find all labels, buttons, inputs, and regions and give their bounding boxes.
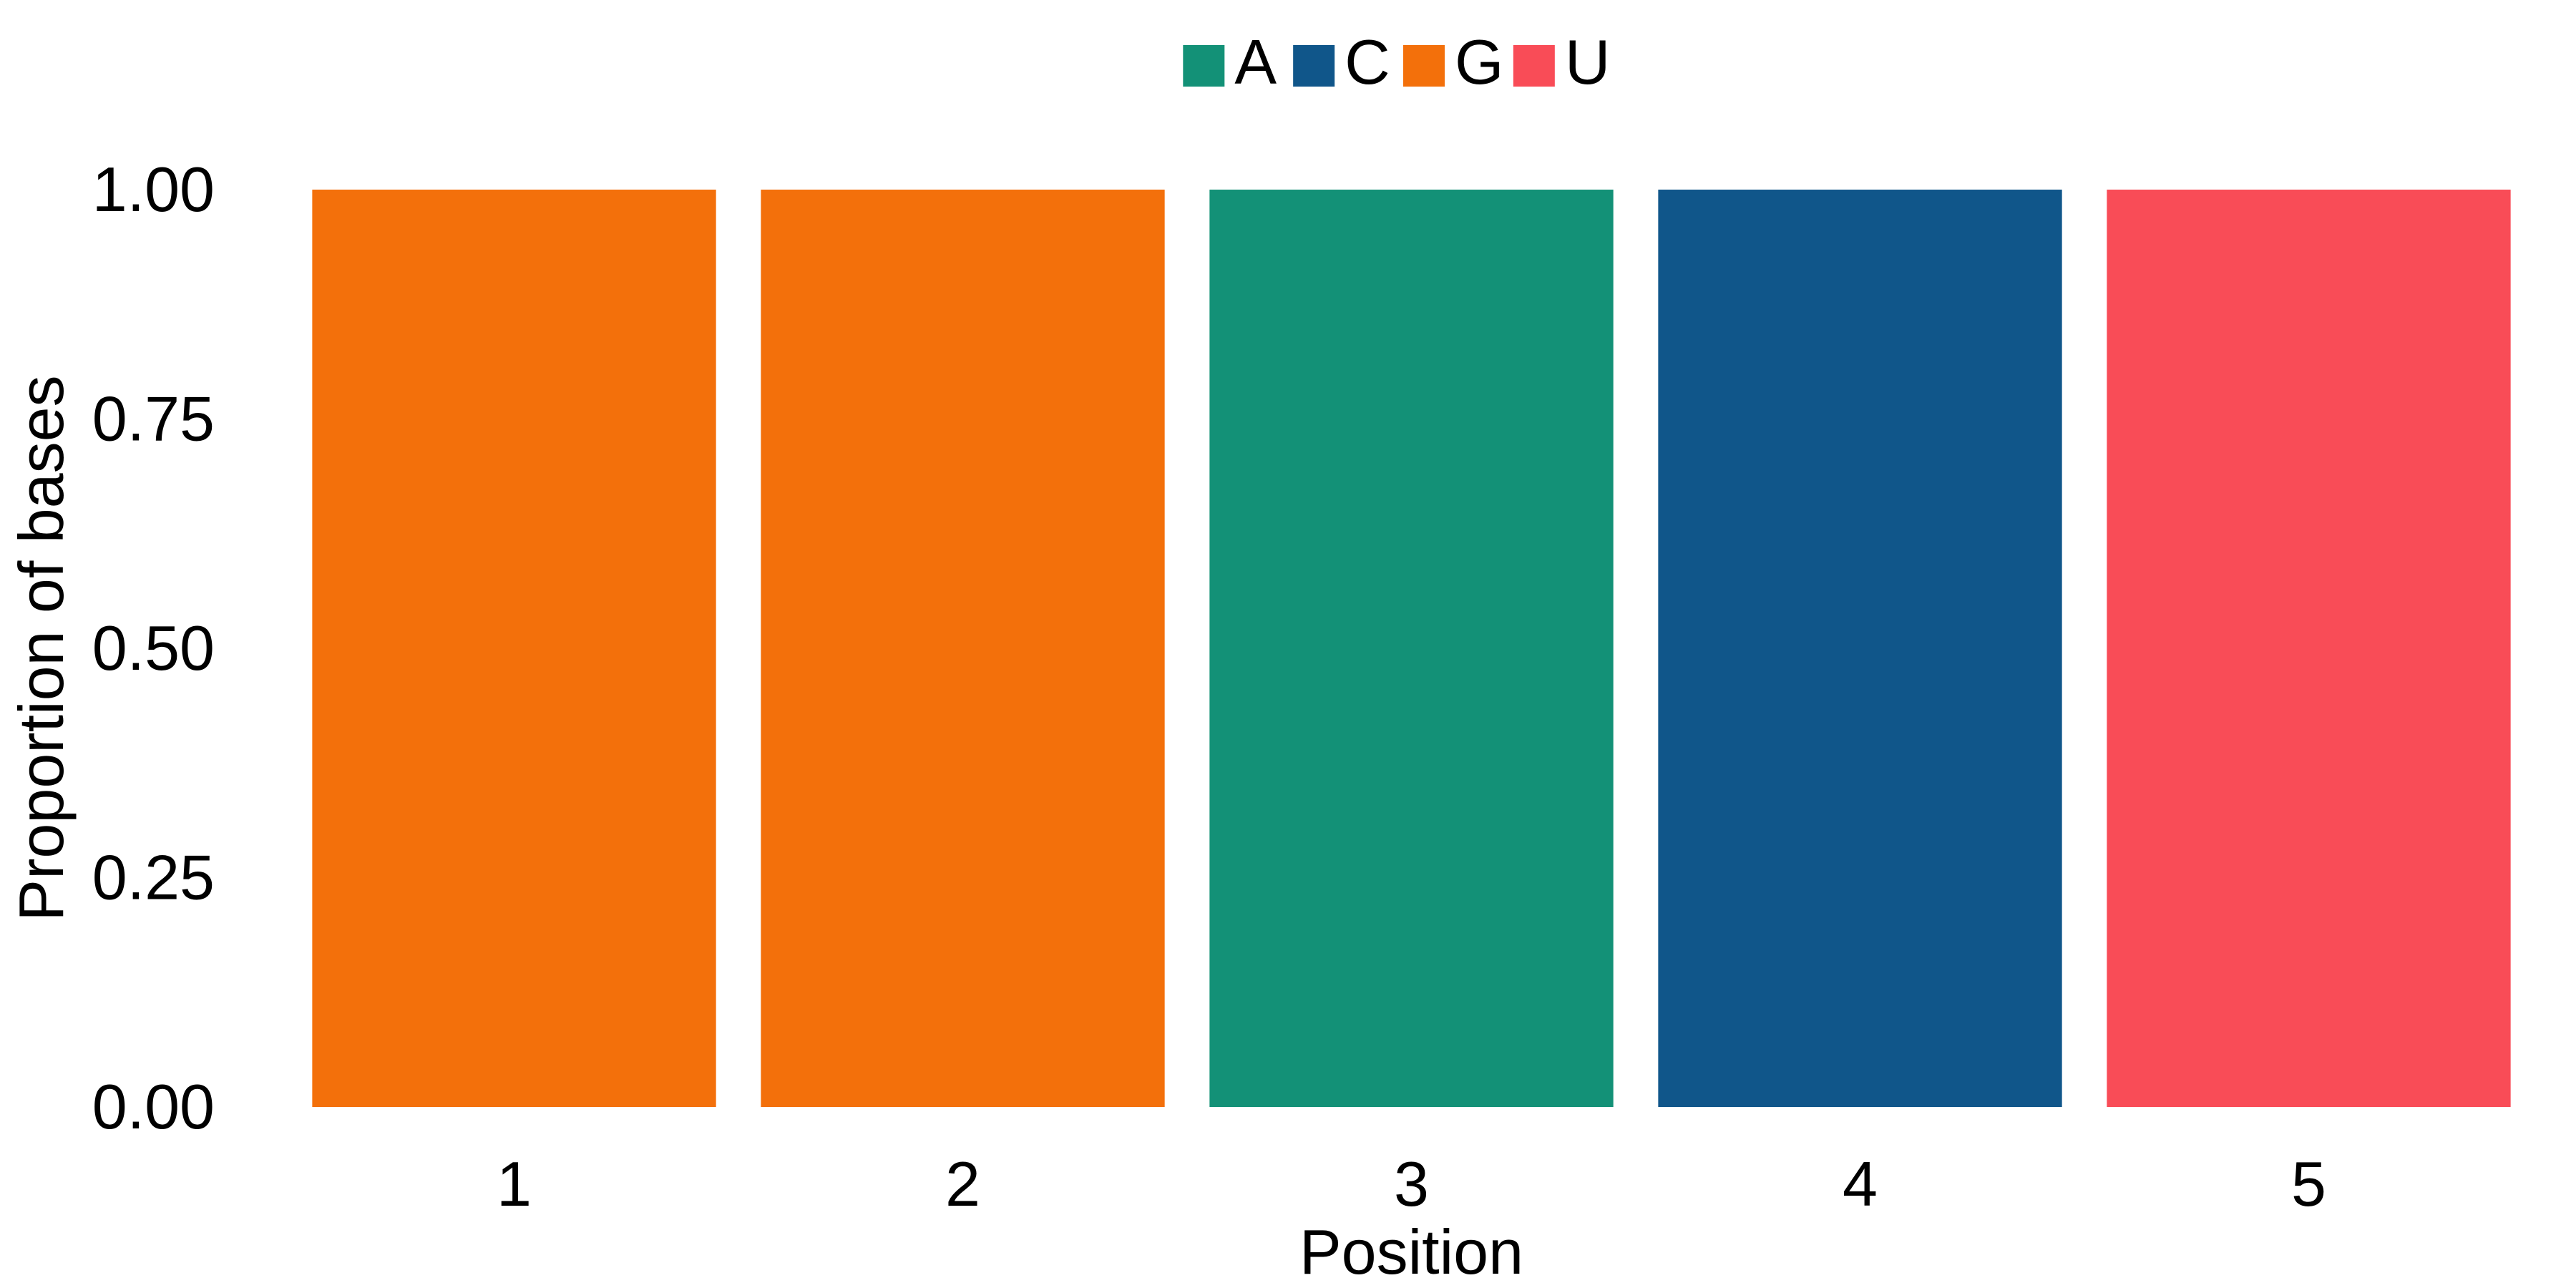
bars [312,190,2511,1107]
legend-label-G: G [1455,26,1503,97]
y-tick-label: 0.75 [92,384,215,454]
y-tick-label: 0.25 [92,842,215,913]
x-tick-label: 3 [1394,1148,1429,1219]
x-tick-label: 5 [2291,1148,2326,1219]
x-axis-title: Position [1299,1216,1523,1287]
legend-label-A: A [1234,26,1277,97]
y-tick-label: 1.00 [92,154,215,225]
legend-key-G [1403,45,1445,87]
legend-key-C [1293,45,1335,87]
legend-label-C: C [1345,26,1390,97]
bar-position-2-G [761,190,1165,1107]
x-tick-label: 1 [497,1148,532,1219]
legend-key-U [1513,45,1555,87]
bar-position-4-C [1658,190,2062,1107]
y-axis-tick-labels: 0.00 0.25 0.50 0.75 1.00 [92,154,215,1142]
y-tick-label: 0.50 [92,613,215,683]
y-axis-title: Proportion of bases [6,375,77,921]
x-tick-label: 4 [1843,1148,1878,1219]
bar-position-1-G [312,190,716,1107]
x-tick-label: 2 [945,1148,980,1219]
y-tick-label: 0.00 [92,1071,215,1142]
bar-position-3-A [1209,190,1614,1107]
legend-key-A [1183,45,1225,87]
legend-label-U: U [1565,26,1611,97]
bar-position-5-U [2107,190,2511,1107]
x-axis-tick-labels: 1 2 3 4 5 [497,1148,2326,1219]
